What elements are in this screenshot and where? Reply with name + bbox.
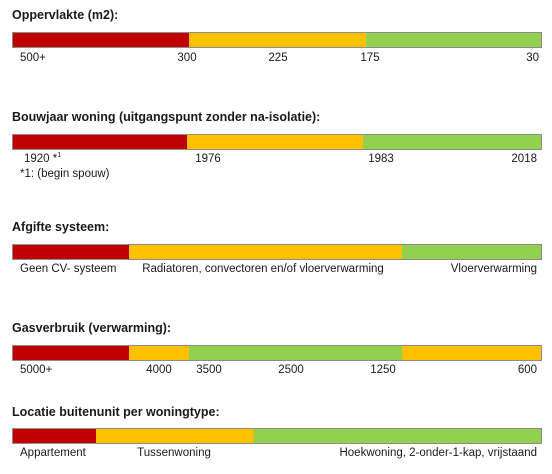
scale-label: Geen CV- systeem — [20, 263, 117, 275]
section-title: Locatie buitenunit per woningtype: — [12, 405, 220, 419]
scale-label: 2018 — [511, 153, 537, 165]
scale-label: Vloerverwarming — [450, 263, 537, 275]
scale-label: Radiatoren, convectoren en/of vloerverwa… — [142, 263, 384, 275]
scale-segment-red — [13, 346, 130, 360]
scale-segment-green — [189, 346, 403, 360]
scale-label: 225 — [268, 52, 288, 64]
scale-label: 175 — [360, 52, 380, 64]
scale-segment-orange — [95, 429, 256, 443]
scale-label: 1920 *1 — [24, 152, 62, 165]
scale-label: 5000+ — [20, 364, 53, 376]
scale-segment-red — [13, 429, 97, 443]
section-title: Bouwjaar woning (uitgangspunt zonder na-… — [12, 110, 321, 124]
scale-segment-green — [254, 429, 541, 443]
scale-label: 1976 — [195, 153, 221, 165]
scale-label: 1250 — [370, 364, 396, 376]
scale-segment-red — [13, 33, 191, 47]
scale-label: 300 — [177, 52, 197, 64]
scale-label: Appartement — [20, 447, 86, 459]
footnote-mark: 1 — [57, 152, 62, 160]
section-title: Oppervlakte (m2): — [12, 8, 119, 22]
scale-label: 600 — [517, 364, 537, 376]
scale-label: 30 — [526, 52, 539, 64]
scale-label: 4000 — [146, 364, 172, 376]
scale-segment-red — [13, 135, 189, 149]
scale-label: 2500 — [278, 364, 304, 376]
footnote: *1: (begin spouw) — [20, 168, 110, 180]
scale-segment-red — [13, 245, 130, 259]
scale-label: 1983 — [368, 153, 394, 165]
scale-label: 500+ — [20, 52, 46, 64]
scale-segment-orange — [128, 245, 403, 259]
scale-bar — [12, 244, 542, 260]
section-title: Gasverbruik (verwarming): — [12, 321, 172, 335]
scale-bar — [12, 32, 542, 48]
scale-segment-orange — [128, 346, 191, 360]
section-title: Afgifte systeem: — [12, 220, 110, 234]
scale-segment-green — [401, 245, 541, 259]
scale-segment-green — [365, 33, 541, 47]
scale-segment-green — [362, 135, 541, 149]
scale-label: Hoekwoning, 2-onder-1-kap, vrijstaand — [339, 447, 537, 459]
scale-bar — [12, 345, 542, 361]
scale-segment-orange — [189, 33, 367, 47]
scale-label: Tussenwoning — [137, 447, 211, 459]
scale-bar — [12, 134, 542, 150]
scale-segment-orange — [401, 346, 541, 360]
scale-segment-orange — [187, 135, 364, 149]
scale-label: 3500 — [196, 364, 222, 376]
scale-bar — [12, 428, 542, 444]
